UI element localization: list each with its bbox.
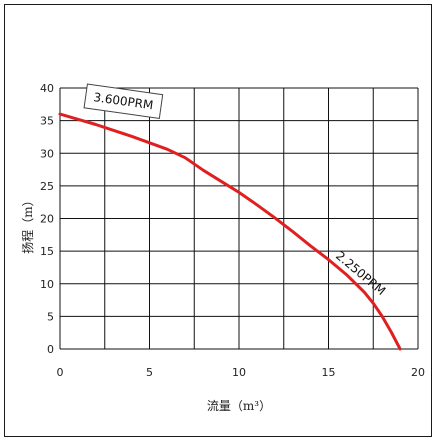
chart-frame bbox=[4, 4, 432, 437]
y-tick-label: 10 bbox=[40, 278, 54, 291]
y-tick-label: 35 bbox=[40, 115, 54, 128]
x-tick-label: 15 bbox=[322, 366, 336, 379]
x-tick-label: 5 bbox=[146, 366, 153, 379]
y-tick-label: 20 bbox=[40, 213, 54, 226]
x-tick-label: 10 bbox=[232, 366, 246, 379]
y-tick-label: 5 bbox=[47, 310, 54, 323]
grid bbox=[59, 87, 419, 350]
x-axis-label: 流量（m³） bbox=[207, 399, 271, 413]
y-tick-label: 0 bbox=[47, 343, 54, 356]
y-tick-labels: 0 5 10 15 20 25 30 35 40 bbox=[40, 82, 54, 356]
annotation-box bbox=[83, 83, 164, 119]
y-tick-label: 15 bbox=[40, 245, 54, 258]
x-tick-label: 20 bbox=[411, 366, 425, 379]
y-axis-label: 扬程（m） bbox=[20, 194, 35, 253]
x-tick-labels: 0 5 10 15 20 bbox=[57, 366, 426, 379]
y-tick-label: 25 bbox=[40, 180, 54, 193]
y-tick-label: 30 bbox=[40, 147, 54, 160]
y-tick-label: 40 bbox=[40, 82, 54, 95]
x-tick-label: 0 bbox=[57, 366, 64, 379]
series-line bbox=[58, 112, 402, 351]
annotation-high-speed: 3.600PRM bbox=[83, 83, 164, 119]
